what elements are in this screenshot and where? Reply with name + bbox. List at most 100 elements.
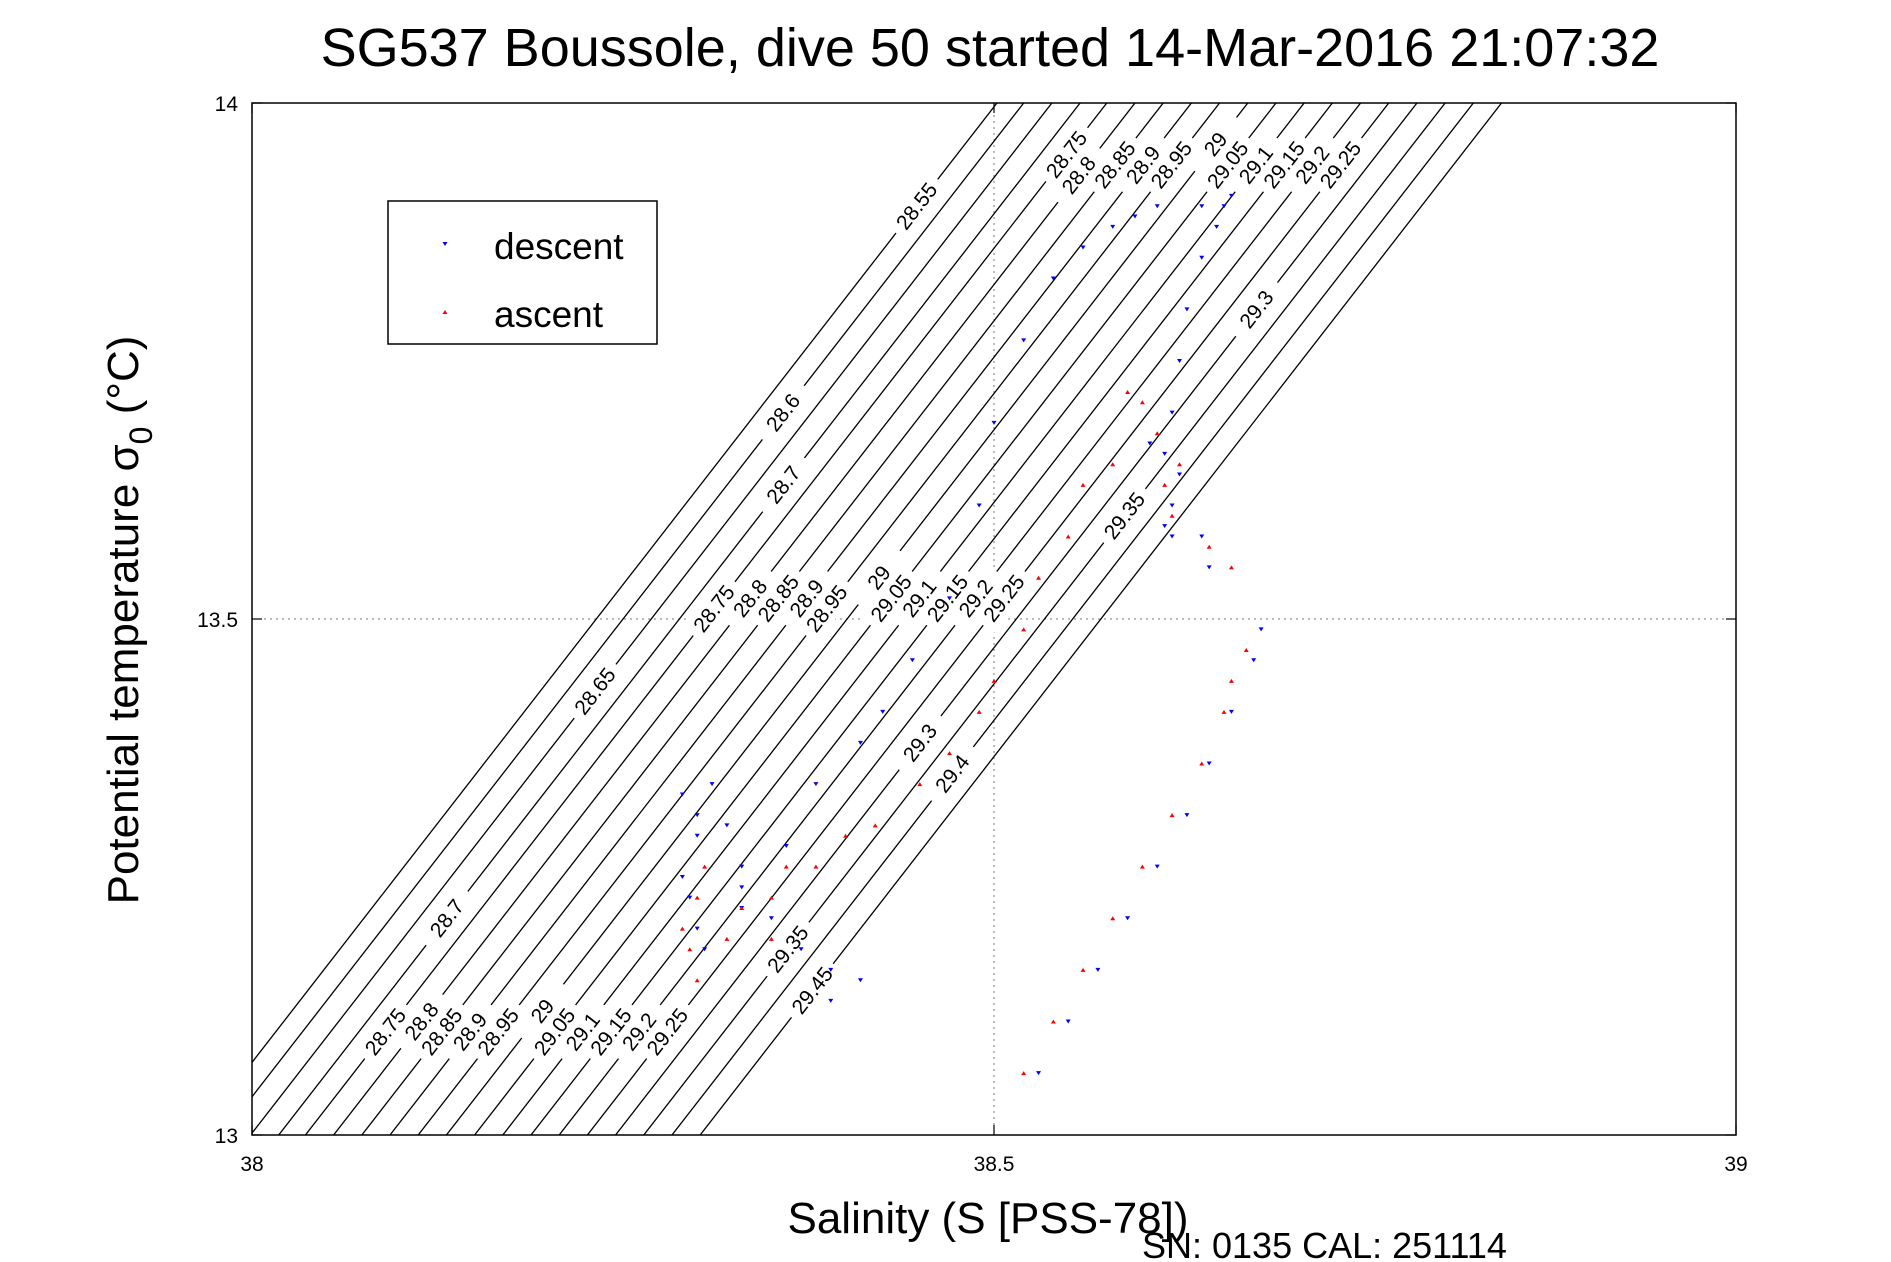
descent-point — [1021, 338, 1027, 343]
descent-point — [1169, 503, 1175, 508]
x-tick-label: 39 — [1724, 1153, 1747, 1176]
contour-label-backdrop — [511, 976, 574, 1046]
descent-point — [1228, 193, 1234, 198]
ascent-point — [702, 864, 708, 869]
descent-point — [694, 926, 700, 931]
ascent-point — [1050, 1019, 1056, 1024]
series-ascent — [679, 389, 1249, 1076]
contour-label-backdrop — [756, 914, 820, 985]
ascent-point — [1139, 400, 1145, 405]
contour-label-backdrop — [775, 563, 838, 634]
ascent-point — [946, 751, 952, 756]
y-tick-label: 13 — [215, 1125, 238, 1148]
contour-label-backdrop — [390, 986, 453, 1057]
descent-point — [1177, 359, 1182, 363]
contour-label-backdrop — [439, 996, 502, 1067]
contour-label-backdrop — [1140, 130, 1203, 200]
ascent-point — [1080, 482, 1086, 487]
descent-point — [1050, 276, 1056, 281]
ascent-point — [1021, 627, 1027, 632]
contour-label-backdrop — [563, 656, 627, 727]
contour-label-backdrop — [1184, 109, 1247, 180]
contour-label-backdrop — [551, 996, 615, 1067]
ascent-point — [1199, 761, 1205, 766]
contour-label-backdrop — [1093, 480, 1156, 551]
descent-point — [1162, 524, 1168, 529]
ascent-point — [739, 905, 745, 910]
descent-point — [724, 823, 730, 828]
ascent-point — [1228, 678, 1234, 683]
isopycnal-line-29-45 — [699, 103, 1503, 1135]
descent-point — [1110, 224, 1116, 229]
ascent-point — [1169, 813, 1175, 818]
descent-point — [880, 709, 886, 714]
ascent-point — [1065, 534, 1071, 539]
contour-label-backdrop — [415, 883, 479, 954]
ascent-point — [1139, 864, 1145, 869]
ascent-point — [1206, 544, 1212, 549]
descent-point — [909, 658, 915, 663]
axis-ticks: 38 38.5 39 13 13.5 14 — [197, 93, 1748, 1176]
isopycnal-line-28-6 — [252, 103, 1025, 1098]
contour-label-backdrop — [848, 542, 911, 613]
ascent-point — [1243, 647, 1249, 652]
contour-label-backdrop — [781, 955, 844, 1026]
ascent-point — [1162, 482, 1168, 487]
serial-calibration-footer: SN: 0135 CAL: 251114 — [1142, 1225, 1507, 1262]
contour-label-backdrop — [1281, 130, 1344, 200]
descent-point — [798, 947, 804, 952]
ascent-point — [1154, 431, 1160, 436]
ascent-point — [1169, 513, 1175, 518]
ascent-point — [694, 895, 700, 900]
descent-point — [1199, 255, 1205, 260]
y-axis-title: Potential temperature σ0 (°C) — [99, 336, 159, 905]
legend-ascent-marker — [442, 310, 448, 314]
descent-point — [1221, 204, 1227, 209]
ascent-point — [1110, 462, 1116, 467]
ascent-point — [872, 823, 878, 828]
isopycnal-line-29-3 — [614, 103, 1418, 1135]
ascent-point — [1036, 575, 1042, 580]
descent-point — [1162, 451, 1168, 456]
ascent-point — [679, 926, 685, 931]
y-axis-title-unit: (°C) — [99, 336, 148, 427]
x-axis-title: Salinity (S [PSS-78]) — [787, 1194, 1188, 1243]
ascent-point — [1110, 916, 1116, 921]
contour-label-backdrop — [752, 377, 815, 448]
contour-label-backdrop — [467, 996, 530, 1067]
contour-label-backdrop — [972, 563, 1036, 634]
ascent-point — [976, 709, 982, 714]
descent-point — [1199, 534, 1205, 539]
descent-point — [1065, 1019, 1071, 1024]
descent-point — [709, 782, 715, 787]
contour-label-backdrop — [354, 996, 417, 1067]
descent-point — [1251, 658, 1257, 663]
descent-point — [1206, 761, 1212, 766]
descent-point — [768, 916, 774, 921]
descent-point — [976, 503, 982, 508]
descent-point — [702, 947, 708, 952]
ascent-point — [687, 947, 693, 952]
ascent-point — [1221, 709, 1227, 714]
descent-point — [857, 978, 863, 983]
legend-box — [387, 200, 658, 345]
descent-point — [687, 895, 693, 900]
descent-point — [1154, 204, 1160, 209]
ascent-point — [768, 936, 774, 941]
descent-point — [694, 833, 700, 838]
descent-point — [828, 967, 834, 972]
descent-point — [1095, 967, 1101, 972]
contour-label-backdrop — [1047, 140, 1111, 211]
ascent-point — [694, 978, 700, 983]
contour-label-backdrop — [719, 563, 782, 634]
descent-point — [1228, 709, 1234, 714]
contour-label-backdrop — [523, 996, 586, 1067]
contour-label-backdrop — [1253, 130, 1316, 200]
descent-point — [1132, 214, 1138, 219]
contour-label-backdrop — [1196, 130, 1259, 200]
descent-point — [1258, 627, 1264, 632]
ascent-point — [843, 833, 849, 838]
contour-label-backdrop — [1309, 130, 1372, 200]
legend: descent ascent — [387, 200, 658, 345]
descent-point — [694, 813, 700, 818]
